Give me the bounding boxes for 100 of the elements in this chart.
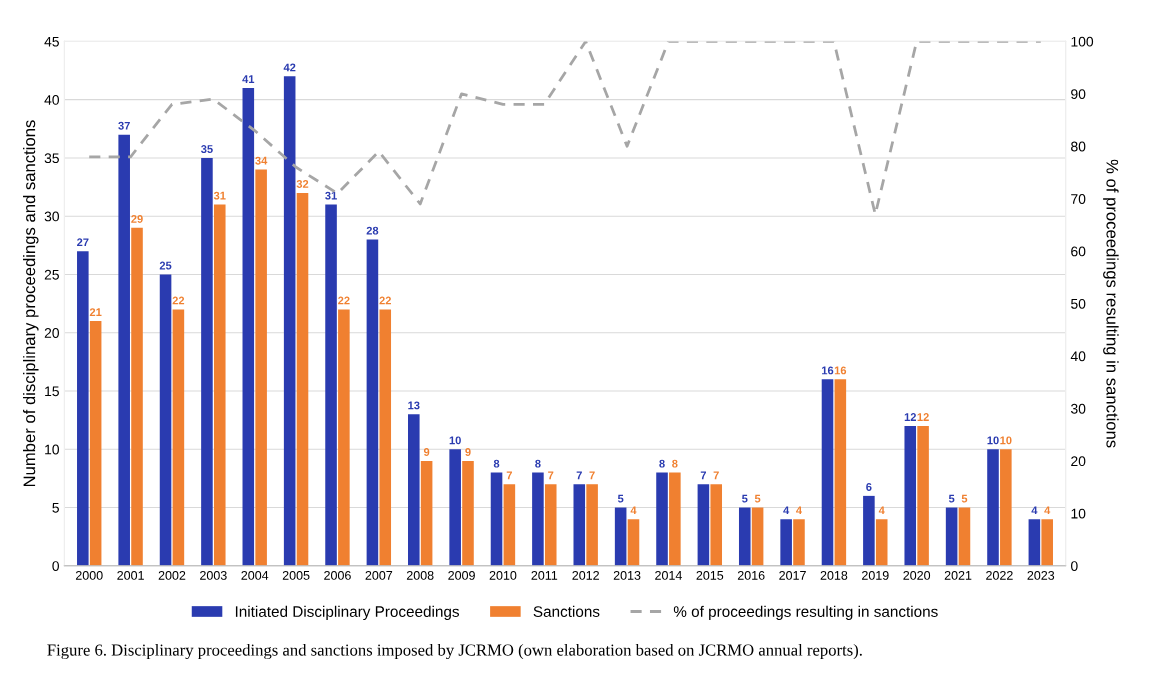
data-label: 9 [423,448,430,456]
bar [821,379,834,566]
x-tick-label: 2000 [75,570,103,580]
bar [201,157,213,566]
x-tick-label: 2007 [365,570,393,580]
y2-tick-label: 30 [1071,403,1086,414]
bar [172,309,185,566]
data-label: 4 [878,506,885,515]
bar [1041,519,1053,566]
bar [738,507,751,566]
data-label: 29 [131,215,143,223]
data-label: 28 [366,226,379,235]
y2-tick-label: 0 [1071,561,1078,571]
data-label: 8 [672,459,678,468]
data-label: 5 [961,494,968,503]
data-label: 16 [822,366,834,375]
data-label: 5 [742,494,748,503]
data-label: 22 [172,296,185,305]
data-label: 34 [255,156,268,165]
bar [242,88,255,566]
bar [366,239,379,566]
bar [793,519,805,566]
y2-tick-label: 100 [1071,36,1094,47]
bar [1000,449,1012,566]
bar [118,134,130,566]
data-label: 25 [159,261,172,270]
y2-tick-label: 50 [1071,298,1086,309]
bar [1028,519,1041,566]
data-label: 37 [118,121,130,130]
x-tick-label: 2015 [696,570,724,580]
bar [325,204,337,566]
x-tick-label: 2014 [655,570,682,580]
data-label: 7 [589,471,595,480]
x-tick-label: 2006 [324,570,351,580]
legend-label: % of proceedings resulting in sanctions [673,605,938,621]
data-label: 7 [548,471,554,480]
data-label: 32 [296,180,309,188]
bar [987,449,999,566]
data-label: 12 [917,413,929,421]
x-tick-label: 2021 [944,570,972,580]
x-tick-label: 2003 [200,570,227,580]
data-label: 35 [201,145,213,153]
bar [490,472,503,566]
bar [710,484,723,566]
x-tick-label: 2019 [862,570,889,580]
data-label: 10 [987,436,999,445]
bar [627,519,640,566]
data-label: 4 [630,506,637,515]
bar [159,274,172,566]
y-tick-label: 25 [44,269,59,280]
x-tick-label: 2005 [282,570,310,580]
data-label: 12 [904,413,916,421]
bar [255,169,267,566]
bar [503,484,516,566]
y-tick-label: 15 [45,386,59,397]
data-label: 7 [700,471,706,480]
data-label: 7 [506,471,512,480]
y2-tick-label: 80 [1071,141,1086,152]
data-label: 5 [754,494,761,503]
data-label: 16 [834,366,847,375]
x-tick-label: 2016 [737,570,765,580]
bar [462,460,474,566]
bar [408,414,420,566]
bar [379,309,392,566]
x-tick-label: 2011 [531,570,558,580]
data-label: 22 [379,296,391,305]
y-tick-label: 0 [52,561,59,571]
y2-tick-label: 90 [1071,89,1086,100]
bar [77,251,89,566]
bar [131,227,143,566]
data-label: 13 [408,401,420,410]
x-tick-label: 2001 [117,570,144,580]
legend-label: Sanctions [533,605,600,617]
x-tick-label: 2004 [241,570,269,580]
y-tick-label: 20 [44,328,59,338]
bar [656,472,668,566]
bar [751,507,764,566]
bar [945,507,958,566]
data-label: 31 [213,191,226,200]
x-tick-label: 2018 [820,570,848,580]
y2-axis-title: % of proceedings resulting in sanctions [1103,159,1119,448]
data-label: 5 [617,494,624,503]
y2-tick-label: 60 [1071,246,1086,257]
data-label: 5 [948,494,955,503]
bar [863,495,875,566]
x-tick-label: 2017 [779,570,806,580]
x-tick-label: 2002 [158,570,186,580]
x-tick-label: 2010 [489,570,517,580]
y-tick-label: 40 [44,95,59,105]
y2-tick-label: 20 [1071,456,1086,467]
bar [89,321,102,566]
data-label: 8 [493,459,500,468]
y-axis-title: Number of disciplinary proceedings and sanctions [23,120,39,487]
data-label: 4 [783,506,790,515]
data-label: 41 [242,75,255,83]
x-tick-label: 2013 [613,570,641,580]
y-tick-label: 45 [44,36,59,47]
bar [586,484,598,566]
bar [834,379,847,566]
y2-tick-label: 10 [1071,508,1086,519]
